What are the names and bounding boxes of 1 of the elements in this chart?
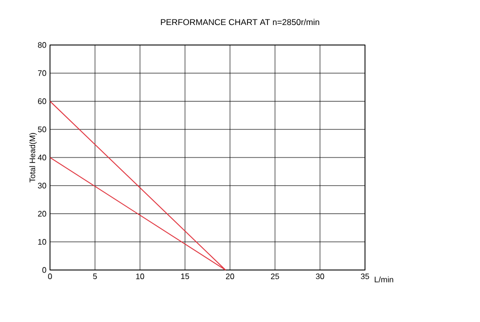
- chart-title: PERFORMANCE CHART AT n=2850r/min: [160, 18, 320, 26]
